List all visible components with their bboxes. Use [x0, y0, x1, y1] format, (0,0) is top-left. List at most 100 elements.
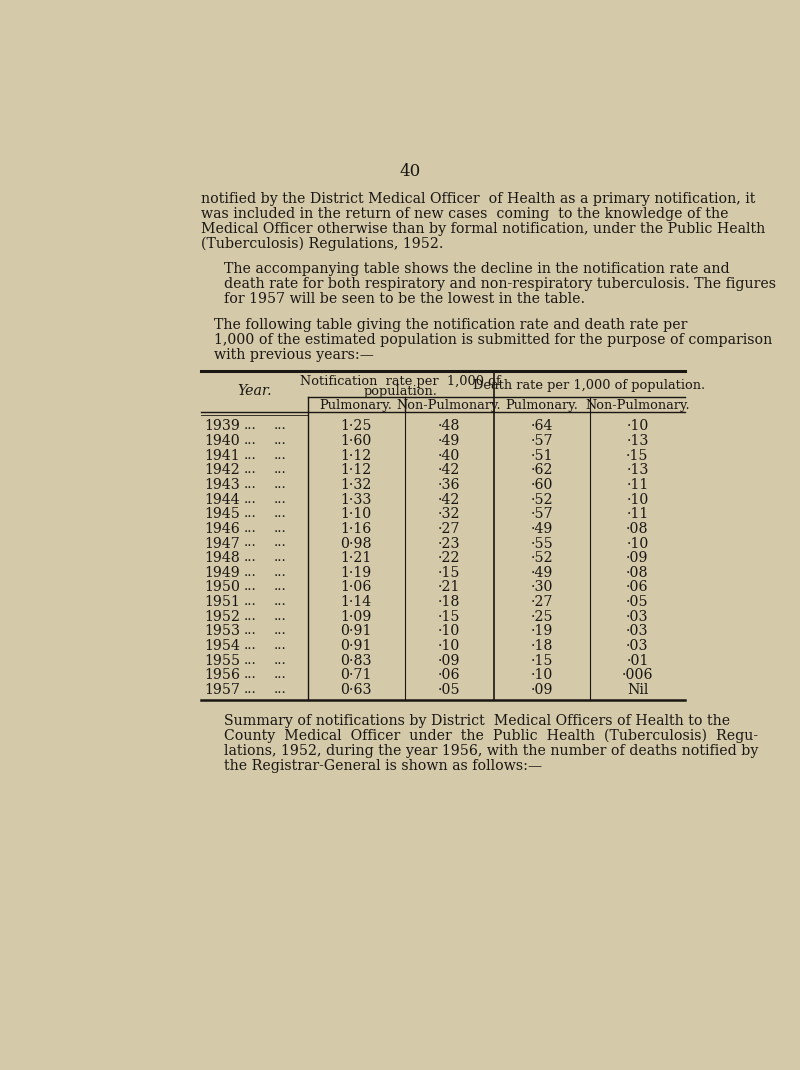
- Text: ·62: ·62: [530, 463, 553, 477]
- Text: ·15: ·15: [438, 610, 460, 624]
- Text: ...: ...: [244, 551, 257, 564]
- Text: 1·12: 1·12: [341, 448, 372, 462]
- Text: ...: ...: [274, 683, 286, 696]
- Text: 1942: 1942: [204, 463, 240, 477]
- Text: ...: ...: [244, 463, 257, 476]
- Text: ·40: ·40: [438, 448, 460, 462]
- Text: ...: ...: [244, 434, 257, 447]
- Text: ·10: ·10: [530, 668, 553, 683]
- Text: ...: ...: [274, 566, 286, 579]
- Text: 0·71: 0·71: [341, 668, 372, 683]
- Text: ...: ...: [244, 595, 257, 608]
- Text: 1·06: 1·06: [341, 580, 372, 595]
- Text: ·08: ·08: [626, 566, 649, 580]
- Text: ...: ...: [274, 610, 286, 623]
- Text: ·21: ·21: [438, 580, 460, 595]
- Text: 1941: 1941: [204, 448, 239, 462]
- Text: ...: ...: [244, 492, 257, 506]
- Text: 1·33: 1·33: [341, 492, 372, 506]
- Text: ·10: ·10: [438, 639, 460, 653]
- Text: ·27: ·27: [438, 522, 460, 536]
- Text: 1·60: 1·60: [341, 434, 372, 448]
- Text: 1·16: 1·16: [341, 522, 372, 536]
- Text: ·57: ·57: [530, 507, 553, 521]
- Text: 1·10: 1·10: [341, 507, 372, 521]
- Text: 1950: 1950: [204, 580, 240, 595]
- Text: ·10: ·10: [626, 492, 649, 506]
- Text: ·03: ·03: [626, 610, 649, 624]
- Text: the Registrar-General is shown as follows:—: the Registrar-General is shown as follow…: [224, 759, 542, 773]
- Text: 1947: 1947: [204, 536, 240, 550]
- Text: ...: ...: [244, 624, 257, 638]
- Text: ...: ...: [244, 654, 257, 667]
- Text: ·49: ·49: [530, 522, 553, 536]
- Text: ...: ...: [244, 566, 257, 579]
- Text: 0·83: 0·83: [340, 654, 372, 668]
- Text: 1·19: 1·19: [341, 566, 372, 580]
- Text: Death rate per 1,000 of population.: Death rate per 1,000 of population.: [474, 380, 706, 393]
- Text: 1,000 of the estimated population is submitted for the purpose of comparison: 1,000 of the estimated population is sub…: [214, 333, 772, 348]
- Text: ·32: ·32: [438, 507, 460, 521]
- Text: 1949: 1949: [204, 566, 240, 580]
- Text: ·23: ·23: [438, 536, 460, 550]
- Text: ·42: ·42: [438, 463, 460, 477]
- Text: ·08: ·08: [626, 522, 649, 536]
- Text: ...: ...: [274, 507, 286, 520]
- Text: ...: ...: [274, 551, 286, 564]
- Text: ·09: ·09: [530, 683, 553, 697]
- Text: was included in the return of new cases  coming  to the knowledge of the: was included in the return of new cases …: [201, 207, 728, 220]
- Text: ·22: ·22: [438, 551, 460, 565]
- Text: 1939: 1939: [204, 419, 240, 433]
- Text: Medical Officer otherwise than by formal notification, under the Public Health: Medical Officer otherwise than by formal…: [201, 221, 765, 235]
- Text: ·52: ·52: [530, 551, 553, 565]
- Text: County  Medical  Officer  under  the  Public  Health  (Tuberculosis)  Regu-: County Medical Officer under the Public …: [224, 729, 758, 743]
- Text: Summary of notifications by District  Medical Officers of Health to the: Summary of notifications by District Med…: [224, 714, 730, 728]
- Text: ·11: ·11: [626, 507, 649, 521]
- Text: ...: ...: [274, 434, 286, 447]
- Text: with previous years:—: with previous years:—: [214, 348, 374, 363]
- Text: ·51: ·51: [530, 448, 553, 462]
- Text: 1·21: 1·21: [341, 551, 372, 565]
- Text: ·10: ·10: [438, 624, 460, 639]
- Text: 1·25: 1·25: [340, 419, 372, 433]
- Text: (Tuberculosis) Regulations, 1952.: (Tuberculosis) Regulations, 1952.: [201, 236, 443, 251]
- Text: Year.: Year.: [237, 384, 271, 398]
- Text: ·13: ·13: [626, 434, 649, 448]
- Text: 1953: 1953: [204, 624, 240, 639]
- Text: ·13: ·13: [626, 463, 649, 477]
- Text: ·03: ·03: [626, 624, 649, 639]
- Text: 1·12: 1·12: [341, 463, 372, 477]
- Text: ·48: ·48: [438, 419, 460, 433]
- Text: 0·63: 0·63: [340, 683, 372, 697]
- Text: ·27: ·27: [530, 595, 553, 609]
- Text: ·09: ·09: [626, 551, 649, 565]
- Text: ...: ...: [244, 580, 257, 594]
- Text: 1946: 1946: [204, 522, 240, 536]
- Text: ...: ...: [274, 580, 286, 594]
- Text: ·10: ·10: [626, 536, 649, 550]
- Text: The following table giving the notification rate and death rate per: The following table giving the notificat…: [214, 318, 687, 332]
- Text: ·01: ·01: [626, 654, 649, 668]
- Text: ·15: ·15: [438, 566, 460, 580]
- Text: ·60: ·60: [530, 478, 553, 492]
- Text: ...: ...: [274, 463, 286, 476]
- Text: Pulmonary.: Pulmonary.: [320, 399, 393, 412]
- Text: ·55: ·55: [530, 536, 553, 550]
- Text: 40: 40: [399, 163, 421, 180]
- Text: 1·14: 1·14: [341, 595, 372, 609]
- Text: ...: ...: [244, 683, 257, 696]
- Text: ...: ...: [274, 478, 286, 491]
- Text: 1954: 1954: [204, 639, 240, 653]
- Text: ·18: ·18: [438, 595, 460, 609]
- Text: ...: ...: [274, 419, 286, 432]
- Text: 0·98: 0·98: [340, 536, 372, 550]
- Text: Pulmonary.: Pulmonary.: [506, 399, 578, 412]
- Text: ...: ...: [244, 536, 257, 550]
- Text: ...: ...: [274, 668, 286, 682]
- Text: 1948: 1948: [204, 551, 240, 565]
- Text: ...: ...: [244, 522, 257, 535]
- Text: ·57: ·57: [530, 434, 553, 448]
- Text: 1957: 1957: [204, 683, 240, 697]
- Text: ...: ...: [274, 639, 286, 652]
- Text: ·03: ·03: [626, 639, 649, 653]
